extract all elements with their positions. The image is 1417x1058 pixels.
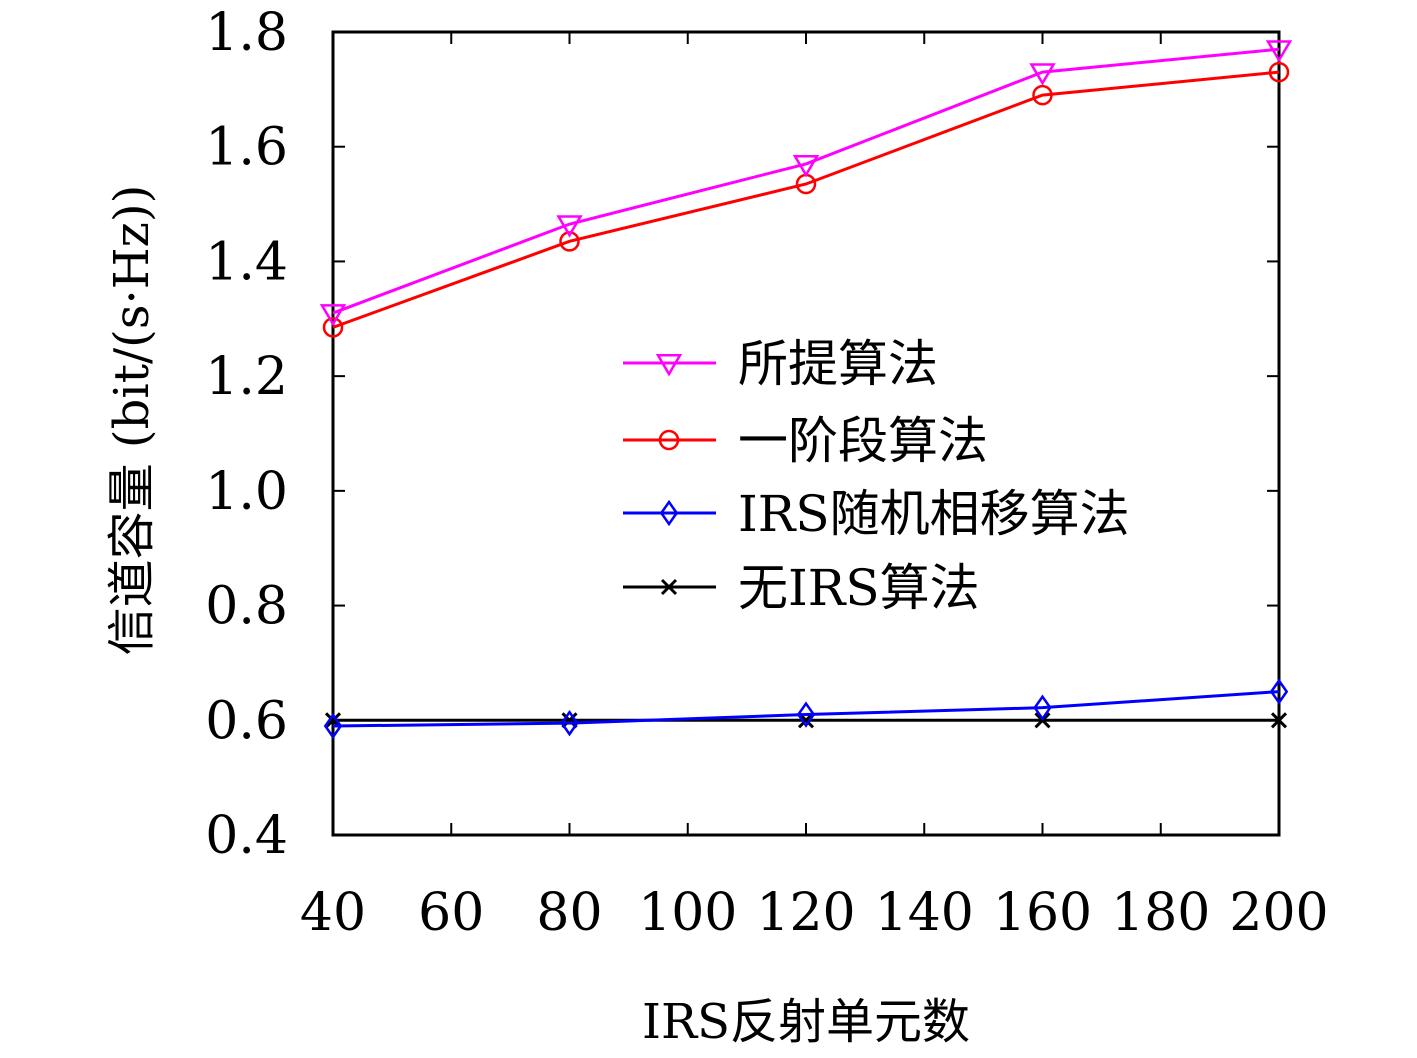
series-2-marker [560,709,579,737]
series-line-0 [332,47,1280,315]
x-tick-label: 120 [756,883,855,943]
series-1-marker [1032,84,1053,106]
series-lines [319,40,1293,740]
y-tick-label: 0.4 [205,806,288,866]
axis-ticks: 40 60 80 100 120 140 160 180 200 0.4 0.6 0.8 1.0 1.2 1… [205,3,1328,943]
series-1-marker [1268,61,1290,83]
legend-label-3: 无IRS算法 [738,559,980,617]
x-tick-label: 100 [638,883,737,943]
legend-marker-1 [658,429,680,451]
y-tick-label: 1.2 [205,347,288,407]
x-tick-label: 180 [1111,883,1210,943]
series-0-marker [1265,40,1293,63]
x-axis-title: IRS反射单元数 [642,994,970,1050]
series-2-marker [323,712,343,740]
legend-marker-3 [660,578,678,596]
y-tick-label: 1.0 [205,462,288,522]
series-3-marker [1270,712,1288,729]
series-line-1 [332,70,1280,329]
legend-label-0: 所提算法 [738,335,938,393]
series-2-marker [796,701,816,728]
legend-label-2: IRS随机相移算法 [738,485,1130,543]
legend-label-1: 一阶段算法 [738,412,988,470]
x-marker-stroke [660,578,678,596]
x-tick-label: 80 [536,883,602,943]
series-1-marker [559,231,580,252]
y-tick-label: 1.8 [205,3,288,63]
y-tick-label: 1.4 [205,232,288,292]
series-line-2 [332,690,1280,728]
y-tick-label: 0.6 [205,691,288,751]
y-tick-label: 0.8 [205,577,288,637]
series-2-marker [1033,694,1052,721]
x-tick-label: 160 [993,883,1092,943]
x-tick-label: 40 [300,883,366,943]
series-0-marker [792,154,820,178]
legend-marker-0 [655,354,683,377]
y-tick-label: 1.6 [205,118,288,178]
series-3-marker [561,712,578,729]
series-1-marker [322,317,344,338]
x-tick-label: 200 [1229,883,1328,943]
series-2-marker [1269,678,1289,705]
x-tick-label: 140 [875,883,974,943]
series-0-marker [1029,63,1056,86]
x-marker-stroke [1270,712,1288,729]
x-marker-stroke [324,712,342,729]
legend-marker-2 [659,499,679,527]
x-marker-stroke [561,712,578,729]
y-axis-title: 信道容量 (bit/(s·Hz)) [104,185,160,656]
series-0-marker [319,304,347,327]
series-0-marker [556,215,583,238]
x-tick-label: 60 [418,883,484,943]
